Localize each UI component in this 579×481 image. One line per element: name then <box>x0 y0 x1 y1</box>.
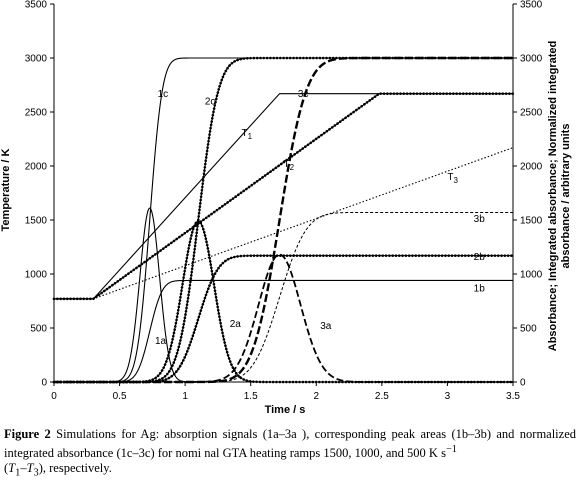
caption-t-last-sub: 3 <box>33 467 39 479</box>
series-line-2b-core <box>54 255 513 383</box>
caption-tail: ), respectively. <box>38 461 112 476</box>
series-label-subscript: 3 <box>454 176 459 185</box>
y-tick-label-left: 2000 <box>25 162 48 173</box>
series-line-3c <box>54 56 513 384</box>
y-tick-label-left: 0 <box>41 378 47 389</box>
series-line-2a <box>52 219 515 384</box>
caption-t-first-sub: 1 <box>15 467 21 479</box>
y-tick-label-left: 1500 <box>25 216 48 227</box>
series-line-T3 <box>54 147 514 300</box>
series-label-subscript: 1 <box>248 132 253 141</box>
series-label-3a: 3a <box>320 321 332 332</box>
caption-unit-exponent: −1 <box>445 444 458 455</box>
y-tick-label-left: 3000 <box>25 54 48 65</box>
series-line-3b <box>54 211 513 383</box>
series-line-1a <box>54 207 513 383</box>
series-label-T1: T1 <box>242 128 253 141</box>
x-tick-label: 1 <box>182 391 188 402</box>
series-line-3a <box>54 253 513 383</box>
series-line-2c <box>52 56 515 384</box>
x-tick-label: 0 <box>51 391 57 402</box>
caption-dash: – <box>20 461 27 476</box>
series-line-T1 <box>54 93 513 300</box>
y-tick-label-right: 3000 <box>520 54 543 65</box>
series-label-2b: 2b <box>474 252 486 263</box>
y-tick-label-right: 0 <box>520 378 526 389</box>
series-label-2c: 2c <box>205 96 216 107</box>
series-label-1b: 1b <box>474 283 486 294</box>
y-tick-label-right: 2500 <box>520 108 543 119</box>
series-label-T2: T2 <box>284 159 295 172</box>
caption-t-last: T <box>26 461 34 476</box>
x-tick-label: 3 <box>445 391 451 402</box>
y-axis-title-left: Temperature / K <box>0 148 12 231</box>
x-axis-title: Time / s <box>265 404 306 416</box>
series-label-3c: 3c <box>298 89 309 100</box>
y-tick-label-left: 500 <box>30 324 47 335</box>
caption-text: Simulations for Ag: absorption signals (… <box>4 427 577 461</box>
y-tick-label-left: 1000 <box>25 270 48 281</box>
figure-caption: Figure 2 Simulations for Ag: absorption … <box>4 427 576 481</box>
y-tick-label-right: 500 <box>520 324 537 335</box>
y-tick-label-right: 1000 <box>520 270 543 281</box>
series-labels: T1 T2 T3 1a 2a 3a 1b 2b 3b 1c 2c 3c <box>155 89 485 347</box>
series-line-T2 <box>52 92 515 301</box>
caption-paren-open: ( <box>4 461 9 476</box>
series-label-2a: 2a <box>230 319 242 330</box>
series-label-3b: 3b <box>474 214 486 225</box>
caption-t-first: T <box>8 461 16 476</box>
y-tick-label-right: 3500 <box>520 0 543 11</box>
x-tick-label: 3.5 <box>506 391 520 402</box>
series-line-2b <box>52 254 515 384</box>
x-tick-label: 2.5 <box>375 391 389 402</box>
series-line-2a-core <box>54 220 513 383</box>
y-axis-title-right-line: Absorbance; Integrated absorbance; Norma… <box>547 41 559 352</box>
series-line-2c-core <box>54 57 513 383</box>
y-axis-title-right: Absorbance; Integrated absorbance; Norma… <box>547 41 572 352</box>
x-tick-label: 0.5 <box>113 391 127 402</box>
series-line-T2-core <box>54 93 513 300</box>
series-label-subscript: 2 <box>290 163 295 172</box>
y-tick-label-left: 2500 <box>25 108 48 119</box>
y-tick-label-right: 2000 <box>520 162 543 173</box>
x-tick-label: 1.5 <box>244 391 258 402</box>
series-label-1a: 1a <box>155 336 167 347</box>
y-tick-label-right: 1500 <box>520 216 543 227</box>
series-line-1b <box>54 279 513 383</box>
series-label-1c: 1c <box>158 89 169 100</box>
figure-label: Figure 2 <box>4 427 51 441</box>
series-line-1c <box>54 57 513 383</box>
x-tick-label: 2 <box>314 391 320 402</box>
chart-series <box>52 56 515 384</box>
y-axis-title-right-line: absorbance / arbitrary units <box>560 124 572 269</box>
y-tick-label-left: 3500 <box>25 0 48 11</box>
series-label-T3: T3 <box>447 172 458 185</box>
